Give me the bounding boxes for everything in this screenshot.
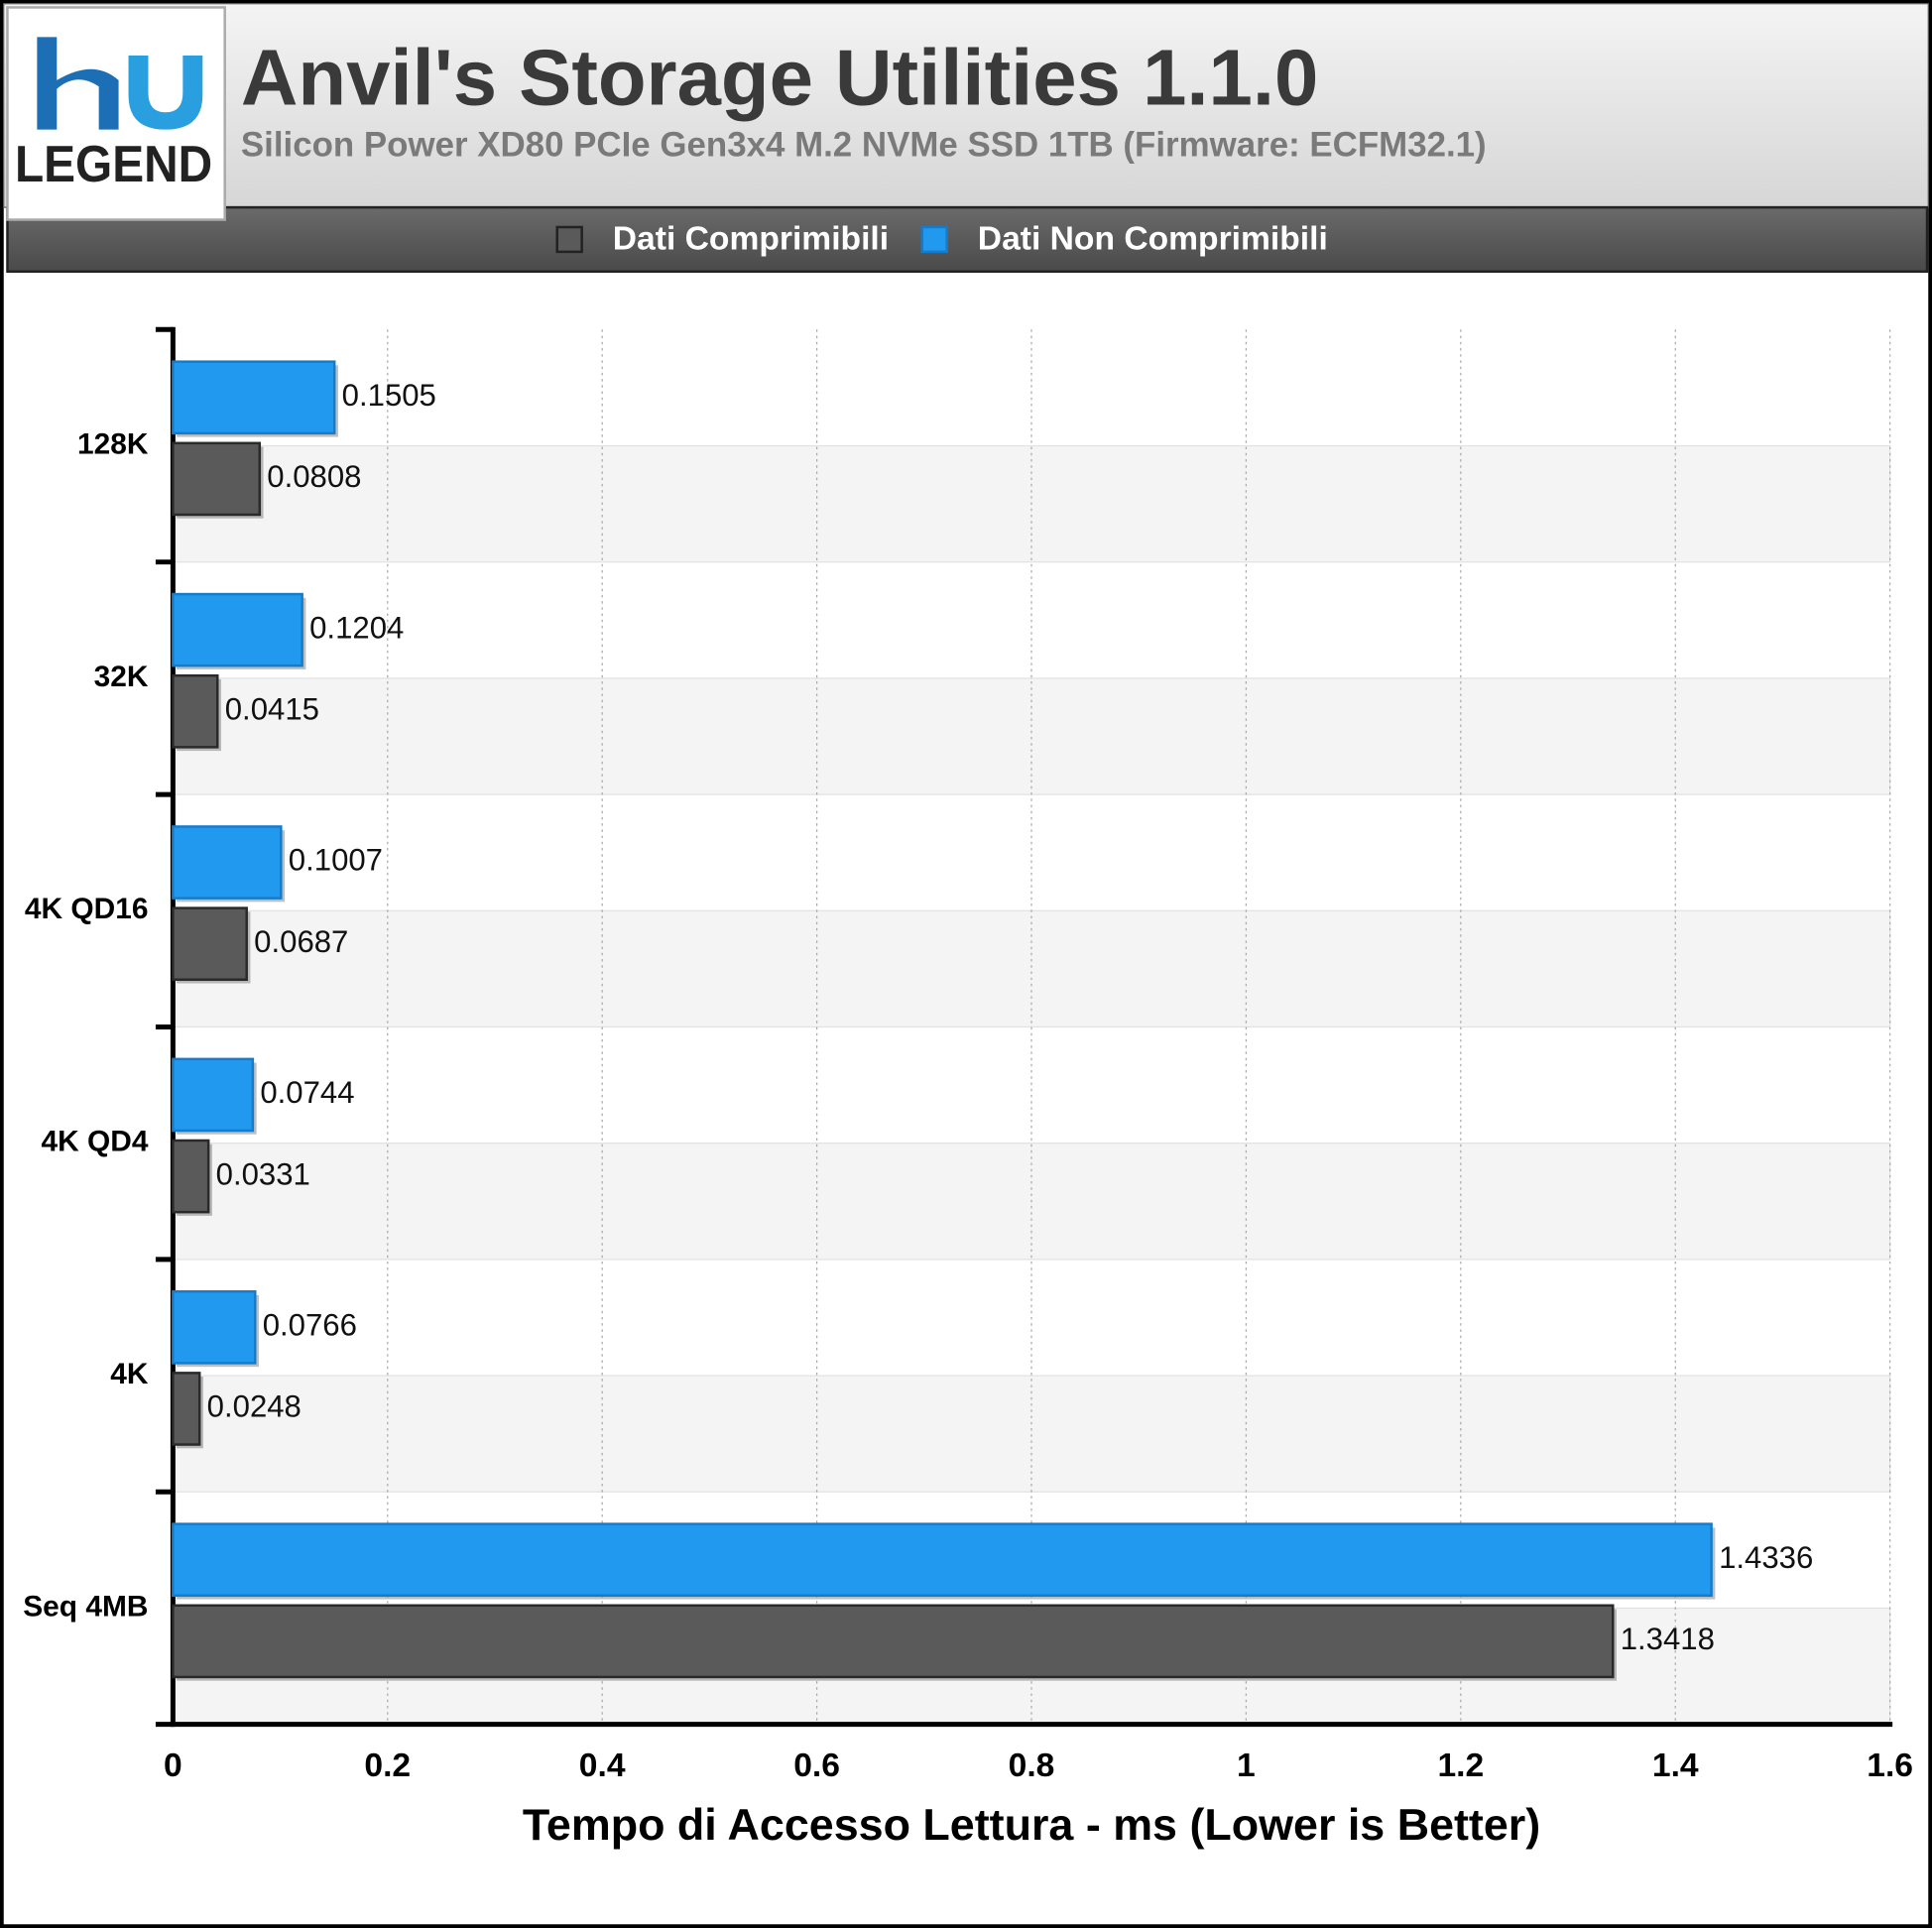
bar [172,825,283,900]
value-label: 0.0248 [207,1389,302,1424]
value-label: 1.3418 [1621,1622,1715,1656]
logo: LEGEND [6,6,226,221]
y-tick-label: 4K QD4 [41,1126,148,1158]
legend-swatch [920,225,948,254]
y-tick-label: 128K [77,427,149,460]
legend-swatch [555,225,583,254]
bar [172,441,262,517]
y-tick-label: 4K QD16 [25,893,149,925]
bar [172,360,336,435]
legend-label: Dati Non Comprimibili [978,221,1328,258]
bar [172,673,219,749]
x-tick-label: 1.2 [1437,1747,1484,1784]
x-tick-label: 0 [164,1747,182,1784]
value-label: 0.1204 [309,610,404,645]
y-tick-label: 32K [94,661,149,693]
x-axis-title: Tempo di Accesso Lettura - ms (Lower is … [523,1800,1540,1850]
y-tick-label: 4K [110,1358,149,1390]
x-tick-label: 0.2 [364,1747,411,1784]
value-label: 0.0808 [267,459,361,494]
x-tick-label: 0.6 [793,1747,840,1784]
x-tick-label: 1.6 [1867,1747,1913,1784]
bar [172,1057,255,1133]
x-tick-label: 0.8 [1009,1747,1055,1784]
value-label: 0.1007 [289,843,383,878]
bar [172,1139,210,1214]
legend-bar [6,205,1929,274]
header [3,3,1929,208]
x-tick-label: 0.4 [579,1747,626,1784]
value-label: 0.0415 [225,692,319,727]
x-tick-label: 1 [1237,1747,1256,1784]
chart-title: Anvil's Storage Utilities 1.1.0 [241,34,1318,122]
value-label: 0.0331 [216,1156,310,1191]
y-tick-label: Seq 4MB [23,1590,148,1623]
bar [172,592,303,667]
value-label: 0.1505 [342,378,436,413]
bar [172,1522,1713,1598]
value-label: 0.0766 [263,1308,357,1343]
logo-text: LEGEND [15,136,212,193]
bar [172,1604,1615,1679]
legend: Dati Comprimibili Dati Non Comprimibili [555,221,1328,258]
plot: 0 0.2 0.4 0.6 0.8 1 1.2 1.4 1.6 128K 0.0808 0.1505 3… [23,326,1913,1784]
value-label: 0.0744 [260,1075,354,1110]
value-label: 0.0687 [254,924,348,959]
value-label: 1.4336 [1719,1540,1813,1575]
chart-subtitle: Silicon Power XD80 PCIe Gen3x4 M.2 NVMe … [241,125,1487,164]
x-tick-label: 1.4 [1652,1747,1699,1784]
bar [172,906,248,982]
bar [172,1289,257,1365]
bar [172,1372,201,1446]
legend-label: Dati Comprimibili [613,221,889,258]
